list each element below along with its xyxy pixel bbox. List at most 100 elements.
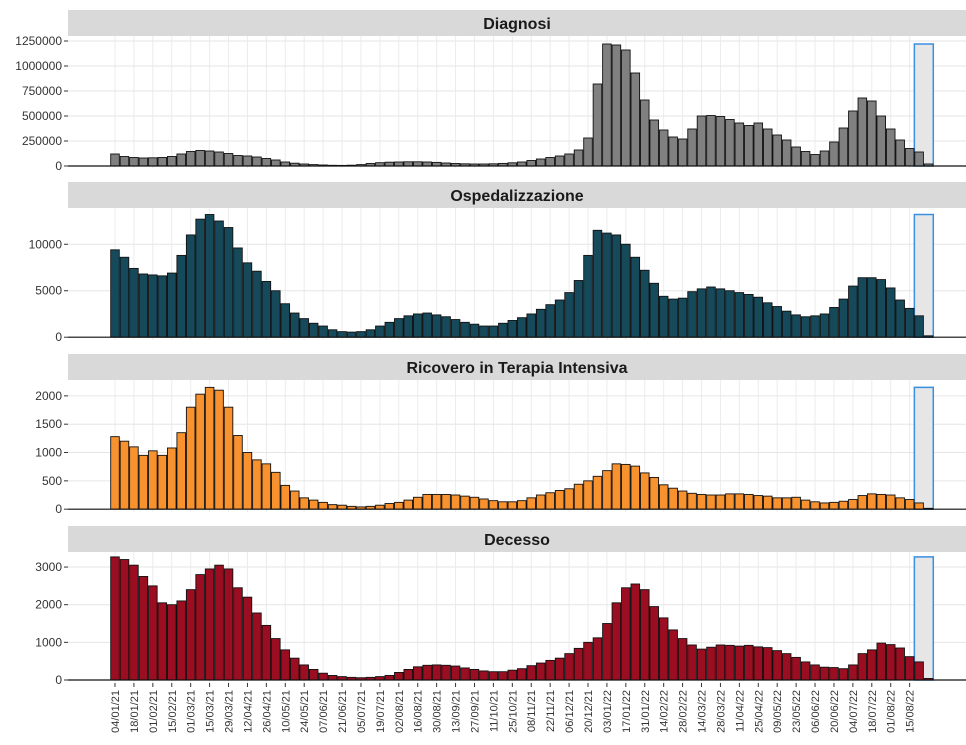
bar xyxy=(838,298,849,338)
y-tick-label: 750000 xyxy=(22,84,62,98)
x-tick-label: 27/09/21 xyxy=(469,690,481,733)
bar xyxy=(280,649,291,681)
bar xyxy=(252,612,262,681)
bar xyxy=(640,269,650,338)
bar xyxy=(252,459,262,510)
bar xyxy=(185,589,196,681)
bar xyxy=(460,321,470,338)
bar xyxy=(867,100,877,167)
bar xyxy=(885,494,896,510)
bar xyxy=(148,157,158,167)
bar xyxy=(772,134,782,167)
bar xyxy=(299,318,309,338)
bar xyxy=(460,667,470,681)
bar xyxy=(895,647,905,681)
bar xyxy=(564,488,574,510)
bar xyxy=(403,161,414,167)
bar xyxy=(431,664,442,681)
y-tick-label: 5000 xyxy=(35,284,62,298)
bar xyxy=(762,495,773,510)
bar xyxy=(885,287,896,338)
bar xyxy=(602,43,612,167)
bar xyxy=(753,122,764,167)
bar xyxy=(176,432,186,510)
bar xyxy=(876,279,887,338)
bar xyxy=(857,97,868,167)
bar xyxy=(110,436,120,510)
bar xyxy=(715,116,726,167)
bar xyxy=(289,312,300,338)
bar xyxy=(640,589,650,681)
strip xyxy=(68,354,966,380)
bar xyxy=(914,502,924,510)
bar xyxy=(800,151,811,167)
bar xyxy=(725,493,735,510)
bar xyxy=(649,119,659,167)
bar xyxy=(261,280,272,338)
bar xyxy=(535,662,546,681)
bar xyxy=(479,670,489,681)
x-tick-label: 18/01/21 xyxy=(129,690,141,733)
x-tick-label: 03/01/22 xyxy=(602,690,614,733)
bar xyxy=(687,644,697,681)
bar xyxy=(469,496,480,510)
bar xyxy=(365,329,376,338)
bar xyxy=(412,496,423,510)
bar xyxy=(772,650,782,681)
bar xyxy=(450,319,461,338)
bar xyxy=(498,671,508,681)
bar xyxy=(517,668,527,681)
bar xyxy=(800,661,811,681)
bar xyxy=(119,559,130,681)
x-tick-label: 26/04/21 xyxy=(261,690,273,733)
bar xyxy=(403,315,414,338)
bar xyxy=(696,648,707,681)
x-tick-label: 29/03/21 xyxy=(224,690,236,733)
bar xyxy=(129,564,139,681)
bar xyxy=(583,641,593,681)
bar xyxy=(545,492,555,510)
bar xyxy=(223,568,234,681)
x-tick-label: 21/06/21 xyxy=(337,690,349,733)
bar xyxy=(318,501,328,510)
bar xyxy=(176,254,186,338)
bar xyxy=(904,148,915,167)
bar xyxy=(412,161,423,167)
bar xyxy=(280,303,291,338)
bar xyxy=(138,273,149,338)
bar xyxy=(573,483,584,510)
bar xyxy=(403,499,414,510)
bar xyxy=(119,156,130,167)
bar xyxy=(791,314,801,338)
bar xyxy=(819,502,830,510)
bar xyxy=(204,150,215,167)
bar xyxy=(185,234,196,338)
x-tick-label: 31/01/22 xyxy=(640,690,652,733)
bar xyxy=(337,331,347,338)
highlight-box xyxy=(913,43,935,167)
bar xyxy=(781,310,792,338)
bar xyxy=(110,556,120,681)
bar xyxy=(649,606,659,681)
bar xyxy=(195,574,205,681)
bar xyxy=(167,447,177,510)
bar xyxy=(621,49,631,167)
panel-title: Ricovero in Terapia Intensiva xyxy=(406,360,627,377)
bar xyxy=(460,495,470,510)
bar xyxy=(621,243,631,338)
bar xyxy=(469,323,480,338)
bar xyxy=(498,501,508,510)
bar xyxy=(725,644,735,681)
bar xyxy=(696,493,707,510)
bar xyxy=(753,296,764,338)
bar xyxy=(573,149,584,167)
bar xyxy=(744,125,754,167)
bar xyxy=(441,316,451,338)
bar xyxy=(327,675,338,681)
bar xyxy=(772,306,782,338)
bar xyxy=(129,267,139,338)
bar xyxy=(157,454,168,510)
bar xyxy=(157,602,168,681)
bar xyxy=(479,498,489,510)
x-tick-label: 01/02/21 xyxy=(148,690,160,733)
